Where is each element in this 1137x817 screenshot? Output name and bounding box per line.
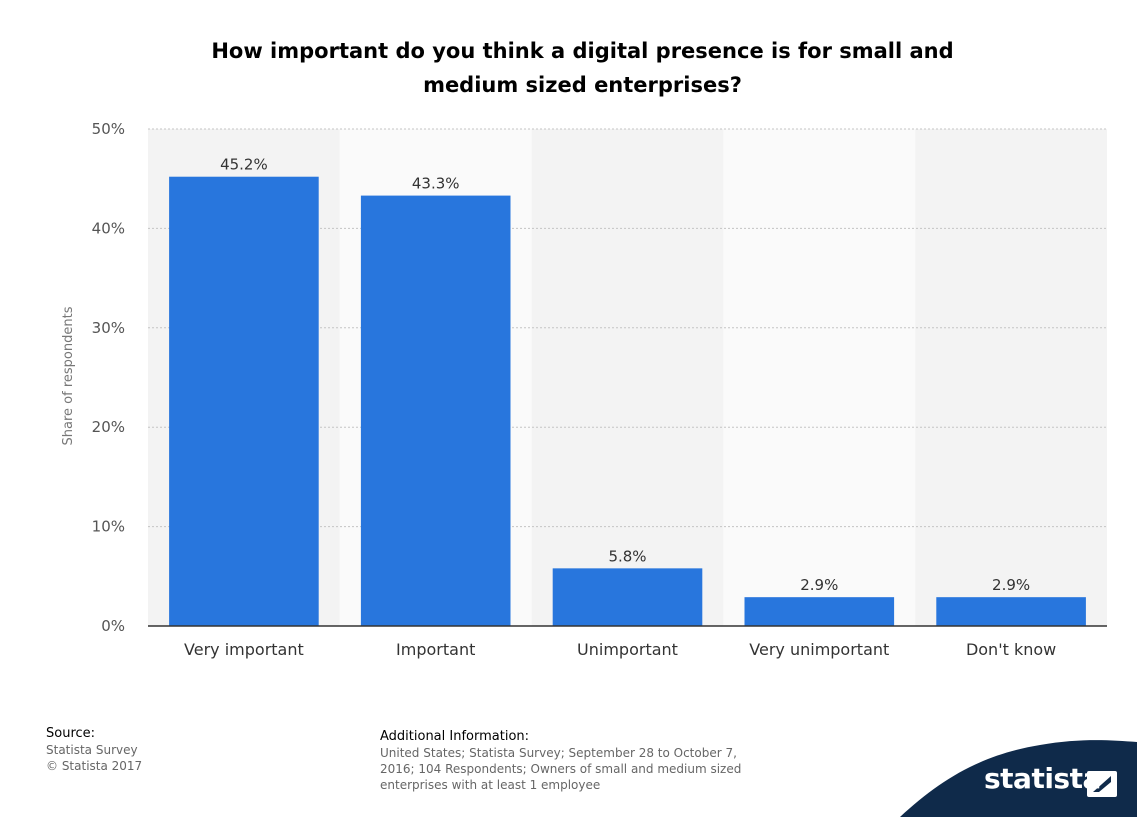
source-line: Statista Survey bbox=[46, 743, 138, 757]
bar-value-label: 45.2% bbox=[220, 156, 268, 174]
source-block: Source: Statista Survey © Statista 2017 bbox=[46, 726, 142, 774]
bar[interactable] bbox=[169, 176, 319, 626]
category-band bbox=[915, 129, 1107, 626]
x-tick-label: Don't know bbox=[966, 640, 1056, 659]
bar[interactable] bbox=[552, 568, 703, 626]
y-tick-label: 30% bbox=[92, 319, 125, 337]
bar-value-label: 43.3% bbox=[412, 175, 460, 193]
additional-info-heading: Additional Information: bbox=[380, 729, 530, 744]
copyright-line: © Statista 2017 bbox=[46, 759, 143, 773]
bar[interactable] bbox=[360, 195, 511, 626]
bar-chart: 0% 10% 20% 30% 40% 50% 45.2% 43.3% 5.8% 2.9% 2.9%… bbox=[61, 120, 1107, 659]
y-axis-label: Share of respondents bbox=[61, 306, 76, 445]
chart-title-line-2: medium sized enterprises? bbox=[423, 73, 742, 97]
x-tick-label: Unimportant bbox=[577, 640, 678, 659]
x-tick-label: Very unimportant bbox=[749, 640, 889, 659]
bar[interactable] bbox=[744, 597, 895, 626]
chart-title: How important do you think a digital pre… bbox=[40, 34, 1125, 102]
y-tick-label: 20% bbox=[92, 418, 125, 436]
y-tick-label: 50% bbox=[92, 120, 125, 138]
bar-value-label: 2.9% bbox=[992, 576, 1030, 594]
category-band bbox=[723, 129, 916, 626]
bar[interactable] bbox=[936, 597, 1086, 626]
y-tick-label: 0% bbox=[101, 617, 125, 635]
y-tick-label: 10% bbox=[92, 518, 125, 536]
source-heading: Source: bbox=[46, 726, 96, 741]
chart-title-line-1: How important do you think a digital pre… bbox=[211, 39, 954, 63]
x-tick-label: Very important bbox=[184, 640, 304, 659]
bar-value-label: 5.8% bbox=[608, 547, 646, 565]
bar-value-label: 2.9% bbox=[800, 576, 838, 594]
x-tick-label: Important bbox=[396, 640, 475, 659]
y-tick-label: 40% bbox=[92, 219, 125, 237]
category-band bbox=[531, 129, 724, 626]
statista-logo: statista bbox=[984, 762, 1101, 795]
additional-info-line: United States; Statista Survey; Septembe… bbox=[380, 746, 737, 760]
additional-info-line: enterprises with at least 1 employee bbox=[380, 778, 601, 792]
additional-info-line: 2016; 104 Respondents; Owners of small a… bbox=[380, 762, 742, 776]
additional-info-block: Additional Information: United States; S… bbox=[380, 729, 810, 793]
